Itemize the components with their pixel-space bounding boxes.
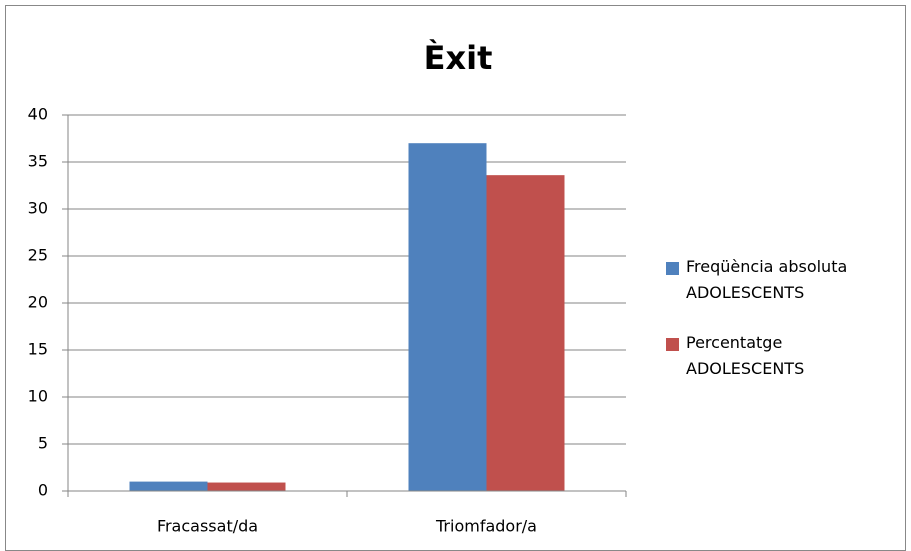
legend-swatch	[666, 262, 679, 275]
y-tick-label: 15	[28, 340, 48, 359]
bar	[207, 482, 286, 491]
chart-title: Èxit	[424, 39, 493, 77]
bar	[408, 143, 487, 491]
y-tick-label: 0	[38, 481, 48, 500]
bar	[486, 175, 565, 491]
bar	[129, 481, 208, 491]
y-tick-label: 25	[28, 246, 48, 265]
y-tick-label: 5	[38, 434, 48, 453]
y-tick-label: 10	[28, 387, 48, 406]
x-tick-label: Fracassat/da	[157, 517, 258, 536]
legend-swatch	[666, 338, 679, 351]
y-tick-label: 30	[28, 199, 48, 218]
legend-label: Freqüència absoluta ADOLESCENTS	[686, 257, 848, 302]
legend-label: Percentatge ADOLESCENTS	[686, 333, 805, 378]
y-tick-label: 35	[28, 152, 48, 171]
y-tick-label: 40	[28, 105, 48, 124]
y-tick-label: 20	[28, 293, 48, 312]
x-tick-label: Triomfador/a	[435, 517, 537, 536]
